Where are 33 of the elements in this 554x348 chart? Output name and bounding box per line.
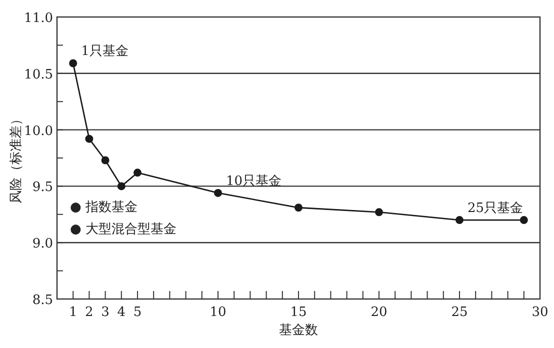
x-tick-label: 1 [68, 305, 78, 320]
x-tick-label: 3 [101, 305, 110, 320]
x-tick-label: 4 [117, 305, 126, 320]
annotation: 1只基金 [81, 44, 128, 60]
x-tick-label: 25 [451, 305, 468, 320]
y-tick-label: 9.0 [32, 236, 53, 252]
x-tick-label: 15 [290, 305, 307, 320]
y-tick-label: 11.0 [24, 11, 53, 26]
y-tick-label: 8.5 [32, 293, 53, 308]
annotation: ● 指数基金 [70, 200, 138, 215]
y-tick-label: 10.5 [24, 67, 53, 82]
point [69, 59, 78, 68]
point [134, 168, 142, 177]
x-tick-label: 5 [133, 305, 142, 320]
point [294, 204, 302, 212]
y-tick-label: 10.0 [24, 124, 53, 139]
point [117, 182, 126, 190]
point [520, 216, 528, 224]
x-tick-label: 10 [210, 305, 226, 320]
point [214, 188, 222, 197]
x-tick-label: 2 [85, 305, 94, 320]
x-tick-label: 30 [532, 305, 548, 320]
x-axis-title: 基金数 [279, 323, 318, 338]
y-tick-label: 9.5 [32, 180, 53, 196]
point [85, 134, 94, 143]
annotation: ● 大型混合型基金 [70, 222, 176, 237]
x-tick-label: 20 [370, 305, 388, 320]
point [456, 216, 464, 224]
annotation: 10只基金 [226, 174, 282, 189]
y-axis-title: 风险（标准差） [9, 112, 24, 204]
point [101, 156, 110, 164]
annotation: 25只基金 [468, 201, 524, 216]
point [375, 208, 383, 216]
